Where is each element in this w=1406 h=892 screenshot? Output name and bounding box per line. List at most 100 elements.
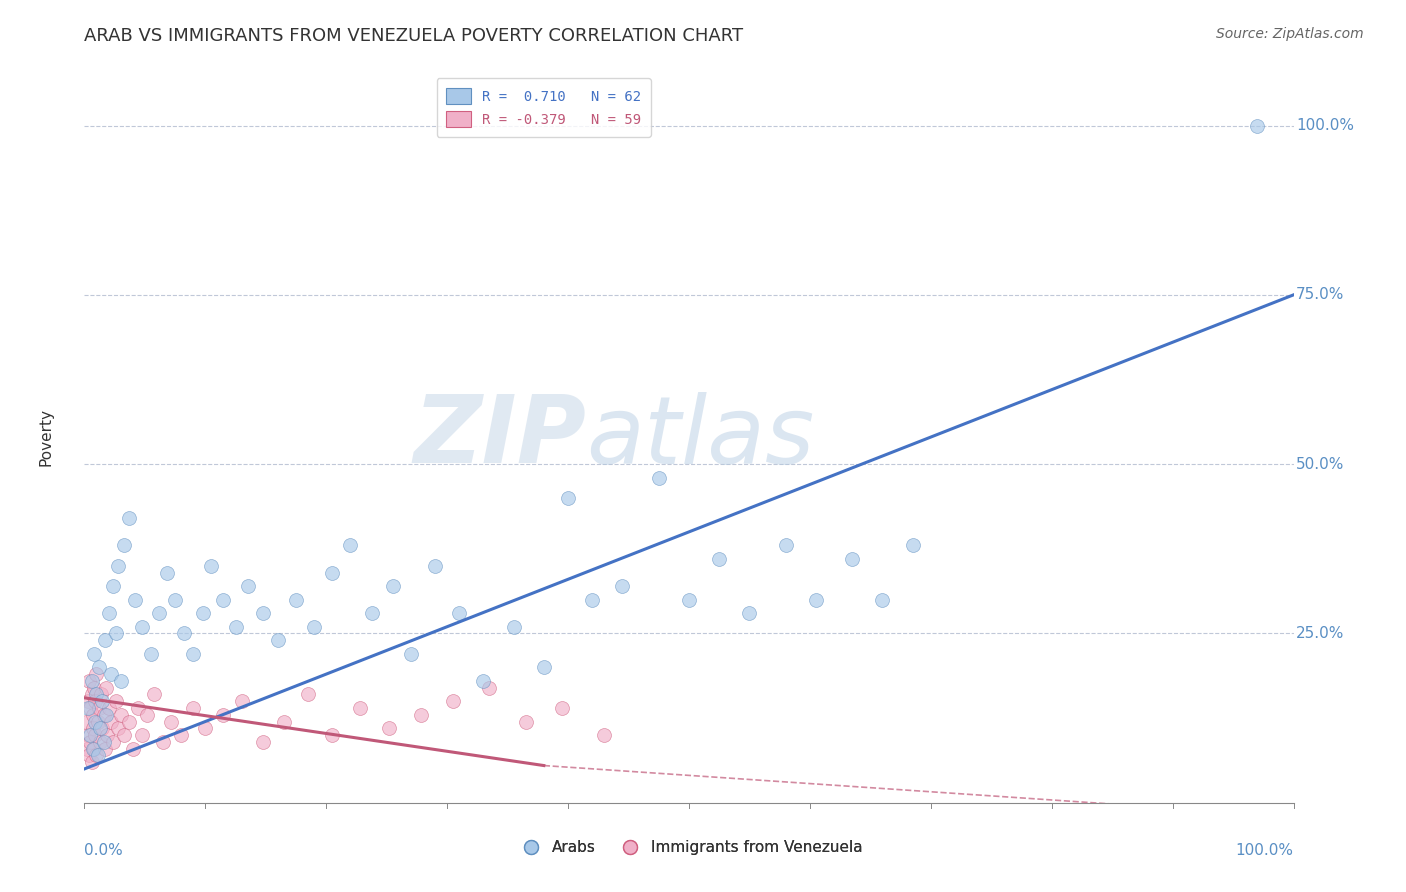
Point (79, 701, 101, 715)
Text: atlas: atlas (586, 392, 814, 483)
Point (515, 714, 537, 729)
Point (361, 606, 384, 620)
Point (872, 592, 894, 607)
Point (148, 606, 170, 620)
Point (118, 511, 141, 525)
Text: 100.0%: 100.0% (1236, 843, 1294, 858)
Point (112, 538, 135, 552)
Point (1246, 119, 1268, 133)
Point (77, 673, 100, 688)
Point (901, 538, 924, 552)
Text: 0.0%: 0.0% (84, 843, 124, 858)
Point (191, 606, 214, 620)
Point (100, 667, 122, 681)
Point (472, 673, 495, 688)
Point (155, 566, 177, 580)
Point (87, 660, 110, 674)
Point (131, 620, 153, 634)
Point (139, 647, 162, 661)
Point (409, 707, 432, 722)
Point (441, 694, 464, 708)
Text: Poverty: Poverty (38, 408, 53, 467)
Point (131, 728, 153, 742)
Point (94, 707, 117, 722)
Point (104, 694, 127, 708)
Point (79, 735, 101, 749)
Point (381, 579, 404, 593)
Point (84, 714, 107, 729)
Point (121, 741, 143, 756)
Point (77, 701, 100, 715)
Point (87, 701, 110, 715)
Point (110, 673, 132, 688)
Point (200, 558, 222, 573)
Point (593, 728, 616, 742)
Point (83, 647, 105, 661)
Point (212, 707, 235, 722)
Point (112, 728, 135, 742)
Text: ZIP: ZIP (413, 391, 586, 483)
Point (170, 728, 193, 742)
Point (194, 721, 217, 735)
Point (100, 714, 122, 729)
Point (273, 714, 295, 729)
Point (267, 633, 290, 648)
Point (449, 606, 471, 620)
Point (76, 741, 98, 756)
Point (96, 728, 118, 742)
Point (143, 688, 166, 702)
Point (231, 694, 253, 708)
Text: 75.0%: 75.0% (1296, 287, 1344, 302)
Point (181, 647, 204, 661)
Point (212, 592, 235, 607)
Point (225, 620, 247, 634)
Point (93, 707, 115, 722)
Point (297, 688, 319, 702)
Text: 100.0%: 100.0% (1296, 118, 1354, 133)
Legend: Arabs, Immigrants from Venezuela: Arabs, Immigrants from Venezuela (509, 834, 869, 861)
Point (399, 647, 422, 661)
Point (252, 735, 274, 749)
Point (321, 566, 343, 580)
Point (75, 714, 97, 729)
Text: 50.0%: 50.0% (1296, 457, 1344, 472)
Point (94, 681, 117, 695)
Point (738, 606, 761, 620)
Point (841, 552, 863, 566)
Point (557, 491, 579, 505)
Point (104, 626, 127, 640)
Point (86, 748, 108, 763)
Point (118, 714, 141, 729)
Point (775, 538, 797, 552)
Point (93, 735, 115, 749)
Point (321, 728, 343, 742)
Point (94, 633, 117, 648)
Point (165, 592, 187, 607)
Point (349, 701, 371, 715)
Point (86, 714, 108, 729)
Point (89, 721, 111, 735)
Point (252, 606, 274, 620)
Point (581, 592, 603, 607)
Point (89, 735, 111, 749)
Point (84, 694, 107, 708)
Point (103, 579, 125, 593)
Point (378, 721, 401, 735)
Text: ARAB VS IMMIGRANTS FROM VENEZUELA POVERTY CORRELATION CHART: ARAB VS IMMIGRANTS FROM VENEZUELA POVERT… (84, 27, 744, 45)
Point (302, 620, 325, 634)
Point (82, 707, 104, 722)
Point (173, 626, 195, 640)
Point (533, 660, 555, 674)
Point (181, 701, 204, 715)
Point (709, 552, 731, 566)
Point (94, 741, 117, 756)
Point (284, 592, 308, 607)
Point (110, 707, 132, 722)
Point (612, 579, 634, 593)
Point (77, 748, 100, 763)
Point (107, 558, 129, 573)
Point (80, 755, 103, 769)
Point (502, 620, 524, 634)
Point (678, 592, 700, 607)
Point (160, 714, 183, 729)
